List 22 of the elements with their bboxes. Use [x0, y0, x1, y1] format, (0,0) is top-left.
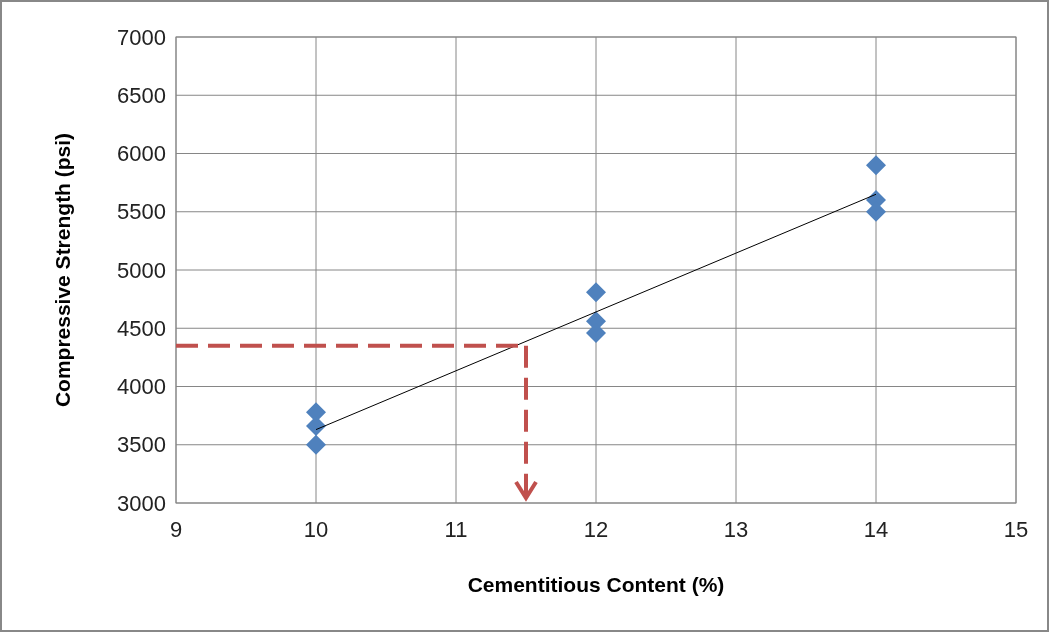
y-tick-label: 6500	[117, 82, 166, 108]
x-tick-label: 13	[723, 517, 749, 542]
y-axis-title: Compressive Strength (psi)	[51, 132, 74, 408]
point	[306, 416, 326, 437]
x-tick-label: 15	[1003, 517, 1029, 542]
point	[586, 282, 606, 303]
y-tick-label: 6000	[117, 141, 166, 167]
y-tick-label: 3000	[117, 490, 166, 516]
y-tick-label: 4000	[117, 374, 166, 400]
x-tick-label: 10	[303, 517, 329, 542]
x-tick-label: 11	[444, 517, 468, 542]
point	[306, 434, 326, 455]
y-tick-label: 3500	[117, 432, 166, 458]
x-tick-label: 14	[863, 517, 889, 542]
point	[866, 155, 886, 176]
y-tick-label: 5000	[117, 257, 166, 283]
y-tick-label: 5500	[117, 199, 166, 225]
y-tick-label: 4500	[117, 315, 166, 341]
x-tick-label: 12	[583, 517, 609, 542]
x-axis-title: Cementitious Content (%)	[467, 573, 725, 596]
y-tick-label: 7000	[117, 24, 166, 50]
x-tick-label: 9	[169, 517, 183, 542]
